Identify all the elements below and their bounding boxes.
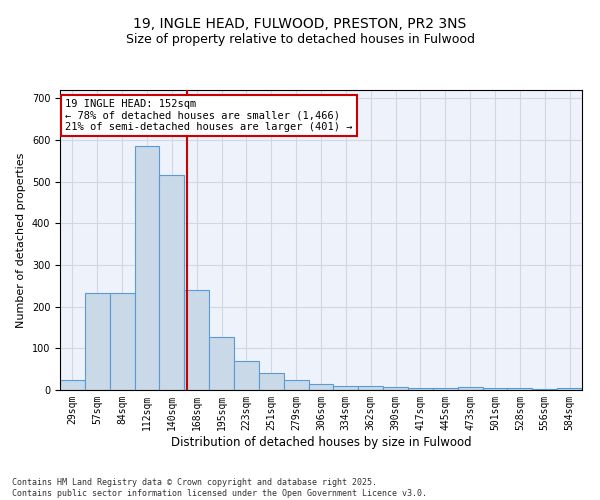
Bar bbox=[508, 388, 532, 390]
Bar bbox=[482, 388, 508, 390]
Bar bbox=[234, 361, 259, 390]
Bar bbox=[308, 384, 334, 390]
Bar bbox=[259, 374, 284, 390]
Y-axis label: Number of detached properties: Number of detached properties bbox=[16, 152, 26, 328]
Text: 19, INGLE HEAD, FULWOOD, PRESTON, PR2 3NS: 19, INGLE HEAD, FULWOOD, PRESTON, PR2 3N… bbox=[133, 18, 467, 32]
Bar bbox=[358, 386, 383, 390]
X-axis label: Distribution of detached houses by size in Fulwood: Distribution of detached houses by size … bbox=[170, 436, 472, 448]
Bar bbox=[134, 146, 160, 390]
Bar bbox=[383, 387, 408, 390]
Bar bbox=[85, 294, 110, 390]
Bar bbox=[60, 380, 85, 390]
Bar bbox=[110, 294, 134, 390]
Bar bbox=[532, 389, 557, 390]
Bar bbox=[184, 290, 209, 390]
Text: 19 INGLE HEAD: 152sqm
← 78% of detached houses are smaller (1,466)
21% of semi-d: 19 INGLE HEAD: 152sqm ← 78% of detached … bbox=[65, 99, 353, 132]
Bar bbox=[408, 388, 433, 390]
Bar bbox=[433, 388, 458, 390]
Text: Size of property relative to detached houses in Fulwood: Size of property relative to detached ho… bbox=[125, 32, 475, 46]
Bar bbox=[334, 386, 358, 390]
Text: Contains HM Land Registry data © Crown copyright and database right 2025.
Contai: Contains HM Land Registry data © Crown c… bbox=[12, 478, 427, 498]
Bar bbox=[160, 176, 184, 390]
Bar bbox=[557, 388, 582, 390]
Bar bbox=[209, 337, 234, 390]
Bar bbox=[458, 386, 482, 390]
Bar bbox=[284, 380, 308, 390]
